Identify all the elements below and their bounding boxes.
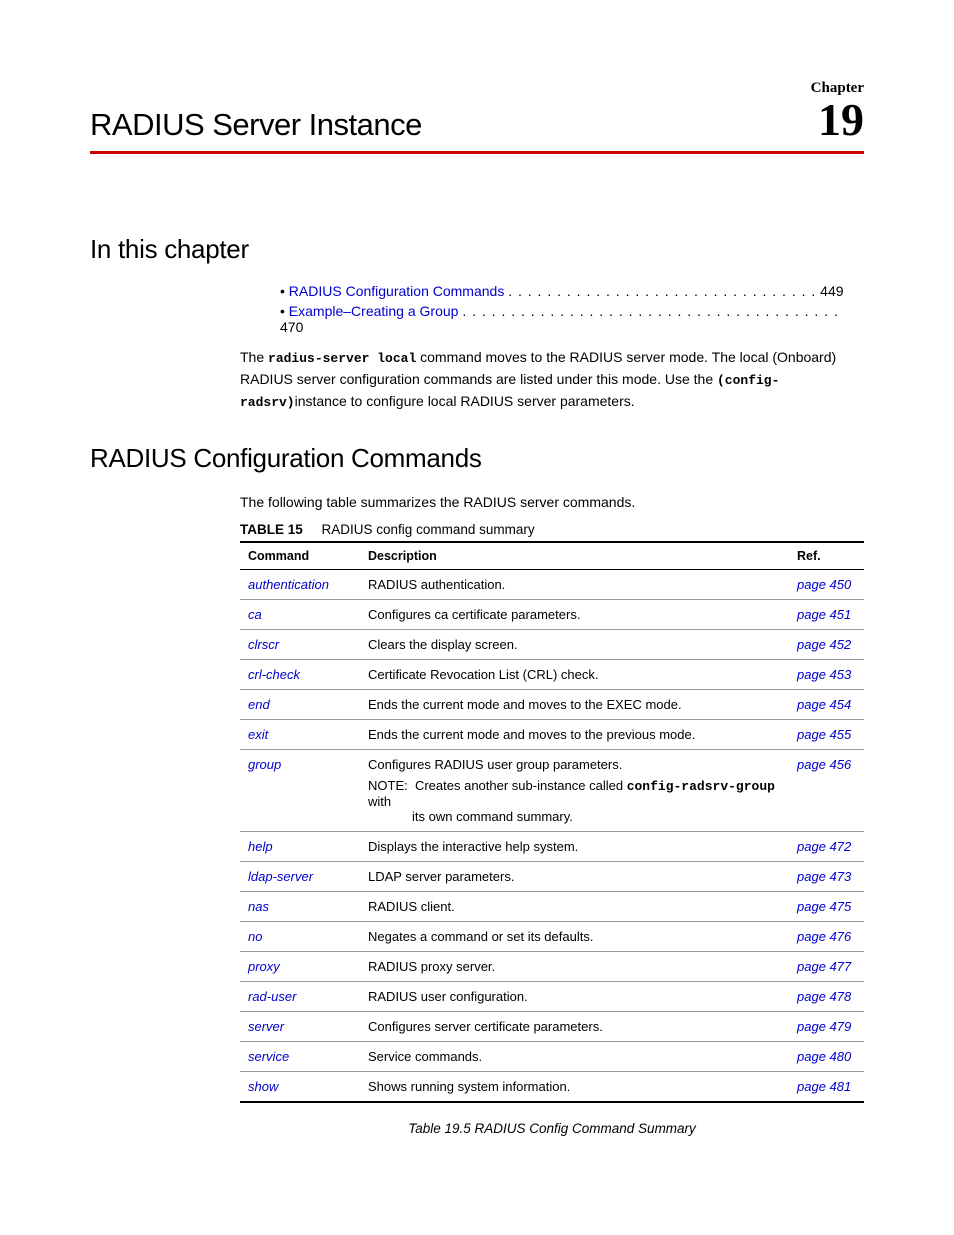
document-page: RADIUS Server Instance Chapter 19 In thi… (0, 0, 954, 1196)
table-title: RADIUS config command summary (322, 522, 535, 537)
code-inline: radius-server local (268, 351, 416, 366)
command-link[interactable]: ca (248, 607, 262, 622)
page-ref-link[interactable]: page 473 (797, 869, 851, 884)
page-ref-link[interactable]: page 456 (797, 757, 851, 772)
description-cell: RADIUS authentication. (360, 569, 789, 599)
page-title: RADIUS Server Instance (90, 107, 422, 143)
table-row: no Negates a command or set its defaults.… (240, 921, 864, 951)
description-cell: Service commands. (360, 1041, 789, 1071)
description-cell: Displays the interactive help system. (360, 831, 789, 861)
table-row: rad-user RADIUS user configuration. page 4… (240, 981, 864, 1011)
page-ref-link[interactable]: page 453 (797, 667, 851, 682)
table-header-ref: Ref. (789, 542, 864, 570)
command-link[interactable]: crl-check (248, 667, 300, 682)
chapter-header: RADIUS Server Instance Chapter 19 (90, 80, 864, 154)
description-cell: Shows running system information. (360, 1071, 789, 1102)
description-cell: LDAP server parameters. (360, 861, 789, 891)
table-row: help Displays the interactive help system… (240, 831, 864, 861)
page-ref-link[interactable]: page 450 (797, 577, 851, 592)
page-ref-link[interactable]: page 480 (797, 1049, 851, 1064)
bullet-icon: • (280, 283, 285, 299)
description-cell: Configures ca certificate parameters. (360, 599, 789, 629)
table-row: server Configures server certificate para… (240, 1011, 864, 1041)
table-row: ca Configures ca certificate parameters. p… (240, 599, 864, 629)
table-caption: Table 19.5 RADIUS Config Command Summary (240, 1121, 864, 1136)
command-link[interactable]: exit (248, 727, 268, 742)
page-ref-link[interactable]: page 452 (797, 637, 851, 652)
table-row: ldap-server LDAP server parameters. page 4… (240, 861, 864, 891)
description-cell: Certificate Revocation List (CRL) check. (360, 659, 789, 689)
description-cell: RADIUS proxy server. (360, 951, 789, 981)
chapter-number: 19 (811, 97, 864, 143)
command-link[interactable]: proxy (248, 959, 280, 974)
table-area: TABLE 15 RADIUS config command summary C… (240, 522, 864, 1103)
section-radius-config: RADIUS Configuration Commands (90, 443, 864, 474)
toc-leader: . . . . . . . . . . . . . . . . . . . . … (508, 283, 816, 299)
table-header-description: Description (360, 542, 789, 570)
command-link[interactable]: no (248, 929, 262, 944)
table-row: end Ends the current mode and moves to th… (240, 689, 864, 719)
section-in-this-chapter: In this chapter (90, 234, 864, 265)
intro-text: The (240, 349, 268, 365)
page-ref-link[interactable]: page 477 (797, 959, 851, 974)
intro-paragraph: The radius-server local command moves to… (240, 347, 864, 413)
command-summary-table: Command Description Ref. authentication R… (240, 541, 864, 1103)
command-link[interactable]: authentication (248, 577, 329, 592)
command-link[interactable]: service (248, 1049, 289, 1064)
table-row: crl-check Certificate Revocation List (CR… (240, 659, 864, 689)
toc-link[interactable]: Example–Creating a Group (289, 303, 459, 319)
command-link[interactable]: rad-user (248, 989, 296, 1004)
page-ref-link[interactable]: page 476 (797, 929, 851, 944)
command-link[interactable]: show (248, 1079, 278, 1094)
table-number: TABLE 15 (240, 522, 303, 537)
description-cell: Ends the current mode and moves to the E… (360, 689, 789, 719)
description-cell: Ends the current mode and moves to the p… (360, 719, 789, 749)
description-cell: Configures RADIUS user group parameters.… (360, 749, 789, 831)
command-link[interactable]: server (248, 1019, 284, 1034)
bullet-icon: • (280, 303, 285, 319)
description-cell: RADIUS user configuration. (360, 981, 789, 1011)
page-ref-link[interactable]: page 475 (797, 899, 851, 914)
table-row: service Service commands. page 480 (240, 1041, 864, 1071)
table-row: authentication RADIUS authentication. page… (240, 569, 864, 599)
command-link[interactable]: clrscr (248, 637, 279, 652)
table-row: clrscr Clears the display screen. page 452 (240, 629, 864, 659)
description-cell: Negates a command or set its defaults. (360, 921, 789, 951)
description-cell: Configures server certificate parameters… (360, 1011, 789, 1041)
table-row: exit Ends the current mode and moves to t… (240, 719, 864, 749)
toc-leader: . . . . . . . . . . . . . . . . . . . . … (462, 303, 839, 319)
command-link[interactable]: end (248, 697, 270, 712)
toc-page: 470 (280, 319, 303, 335)
toc-item: • RADIUS Configuration Commands . . . . … (280, 283, 864, 299)
table-row: group Configures RADIUS user group parame… (240, 749, 864, 831)
command-link[interactable]: group (248, 757, 281, 772)
intro-text: instance to configure local RADIUS serve… (295, 393, 635, 409)
description-cell: Clears the display screen. (360, 629, 789, 659)
page-ref-link[interactable]: page 454 (797, 697, 851, 712)
page-ref-link[interactable]: page 481 (797, 1079, 851, 1094)
page-ref-link[interactable]: page 472 (797, 839, 851, 854)
table-intro-paragraph: The following table summarizes the RADIU… (240, 492, 864, 512)
page-ref-link[interactable]: page 451 (797, 607, 851, 622)
toc-item: • Example–Creating a Group . . . . . . .… (280, 303, 864, 335)
page-ref-link[interactable]: page 478 (797, 989, 851, 1004)
toc-link[interactable]: RADIUS Configuration Commands (289, 283, 505, 299)
table-row: proxy RADIUS proxy server. page 477 (240, 951, 864, 981)
chapter-number-block: Chapter 19 (811, 80, 864, 143)
command-link[interactable]: nas (248, 899, 269, 914)
description-cell: RADIUS client. (360, 891, 789, 921)
page-ref-link[interactable]: page 455 (797, 727, 851, 742)
command-link[interactable]: ldap-server (248, 869, 313, 884)
toc-block: • RADIUS Configuration Commands . . . . … (280, 283, 864, 335)
table-label: TABLE 15 RADIUS config command summary (240, 522, 864, 537)
command-link[interactable]: help (248, 839, 273, 854)
page-ref-link[interactable]: page 479 (797, 1019, 851, 1034)
table-row: nas RADIUS client. page 475 (240, 891, 864, 921)
table-header-command: Command (240, 542, 360, 570)
toc-page: 449 (820, 283, 843, 299)
table-row: show Shows running system information. pag… (240, 1071, 864, 1102)
